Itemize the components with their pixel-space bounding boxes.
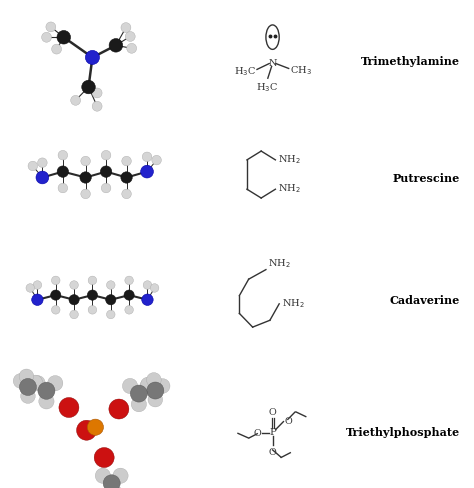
- Ellipse shape: [57, 166, 69, 178]
- Ellipse shape: [140, 379, 155, 394]
- Ellipse shape: [57, 31, 71, 45]
- Ellipse shape: [155, 379, 170, 393]
- Text: Cadaverine: Cadaverine: [390, 295, 460, 305]
- Ellipse shape: [107, 310, 115, 319]
- Ellipse shape: [142, 153, 152, 163]
- Text: NH$_2$: NH$_2$: [278, 153, 301, 165]
- Ellipse shape: [122, 190, 131, 199]
- Ellipse shape: [36, 172, 49, 184]
- Ellipse shape: [88, 277, 97, 285]
- Ellipse shape: [20, 389, 35, 404]
- Ellipse shape: [141, 377, 155, 392]
- Ellipse shape: [152, 156, 161, 165]
- Ellipse shape: [38, 383, 55, 400]
- Ellipse shape: [146, 373, 161, 387]
- Ellipse shape: [70, 281, 78, 290]
- Ellipse shape: [92, 102, 102, 112]
- Ellipse shape: [47, 376, 63, 391]
- Ellipse shape: [103, 475, 120, 488]
- Text: H$_3$C: H$_3$C: [234, 65, 256, 78]
- Ellipse shape: [125, 32, 135, 42]
- Ellipse shape: [106, 295, 116, 305]
- Ellipse shape: [109, 399, 129, 419]
- Ellipse shape: [109, 40, 123, 53]
- Ellipse shape: [32, 294, 43, 306]
- Ellipse shape: [58, 184, 68, 193]
- Ellipse shape: [122, 157, 131, 166]
- Ellipse shape: [77, 420, 97, 440]
- Text: N: N: [268, 59, 277, 68]
- Ellipse shape: [150, 284, 159, 293]
- Ellipse shape: [69, 295, 79, 305]
- Ellipse shape: [70, 310, 78, 319]
- Ellipse shape: [124, 290, 134, 301]
- Ellipse shape: [87, 290, 98, 301]
- Ellipse shape: [59, 398, 79, 418]
- Text: O: O: [269, 407, 276, 416]
- Ellipse shape: [71, 96, 81, 106]
- Ellipse shape: [143, 281, 152, 290]
- Ellipse shape: [82, 81, 95, 95]
- Text: O: O: [269, 447, 276, 456]
- Ellipse shape: [109, 487, 124, 488]
- Ellipse shape: [39, 394, 54, 409]
- Ellipse shape: [125, 306, 133, 314]
- Ellipse shape: [19, 379, 36, 396]
- Text: H$_3$C: H$_3$C: [256, 81, 278, 93]
- Ellipse shape: [52, 45, 62, 55]
- Ellipse shape: [58, 151, 68, 161]
- Ellipse shape: [81, 190, 91, 199]
- Ellipse shape: [92, 89, 102, 99]
- Ellipse shape: [80, 172, 91, 184]
- Ellipse shape: [46, 23, 56, 33]
- Text: NH$_2$: NH$_2$: [278, 182, 301, 195]
- Ellipse shape: [101, 151, 111, 161]
- Text: P: P: [269, 427, 276, 436]
- Ellipse shape: [130, 385, 147, 402]
- Ellipse shape: [121, 172, 132, 184]
- Ellipse shape: [104, 486, 119, 488]
- Ellipse shape: [13, 374, 28, 388]
- Ellipse shape: [95, 468, 110, 484]
- Ellipse shape: [28, 162, 37, 171]
- Ellipse shape: [147, 382, 164, 399]
- Ellipse shape: [127, 44, 137, 54]
- Ellipse shape: [52, 277, 60, 285]
- Ellipse shape: [37, 159, 47, 168]
- Text: O: O: [284, 416, 292, 426]
- Ellipse shape: [121, 23, 131, 34]
- Text: NH$_2$: NH$_2$: [268, 256, 291, 269]
- Ellipse shape: [87, 419, 103, 435]
- Ellipse shape: [142, 294, 153, 306]
- Ellipse shape: [30, 376, 45, 391]
- Text: CH$_3$: CH$_3$: [290, 64, 311, 77]
- Ellipse shape: [266, 26, 279, 50]
- Text: O: O: [254, 428, 261, 437]
- Ellipse shape: [26, 284, 35, 293]
- Ellipse shape: [33, 281, 42, 290]
- Ellipse shape: [81, 157, 91, 166]
- Text: Triethylphosphate: Triethylphosphate: [346, 427, 460, 437]
- Ellipse shape: [88, 306, 97, 314]
- Ellipse shape: [113, 468, 128, 484]
- Ellipse shape: [94, 447, 114, 468]
- Ellipse shape: [85, 51, 100, 65]
- Ellipse shape: [28, 375, 43, 390]
- Ellipse shape: [100, 166, 112, 178]
- Ellipse shape: [107, 281, 115, 290]
- Ellipse shape: [19, 369, 34, 384]
- Ellipse shape: [125, 277, 133, 285]
- Ellipse shape: [101, 184, 111, 193]
- Ellipse shape: [122, 379, 137, 394]
- Ellipse shape: [42, 33, 52, 43]
- Ellipse shape: [148, 392, 163, 407]
- Ellipse shape: [131, 397, 146, 412]
- Ellipse shape: [51, 290, 61, 301]
- Text: Putrescine: Putrescine: [392, 173, 460, 183]
- Ellipse shape: [52, 306, 60, 314]
- Ellipse shape: [141, 166, 154, 179]
- Text: NH$_2$: NH$_2$: [282, 297, 305, 309]
- Text: Trimethylamine: Trimethylamine: [361, 56, 460, 66]
